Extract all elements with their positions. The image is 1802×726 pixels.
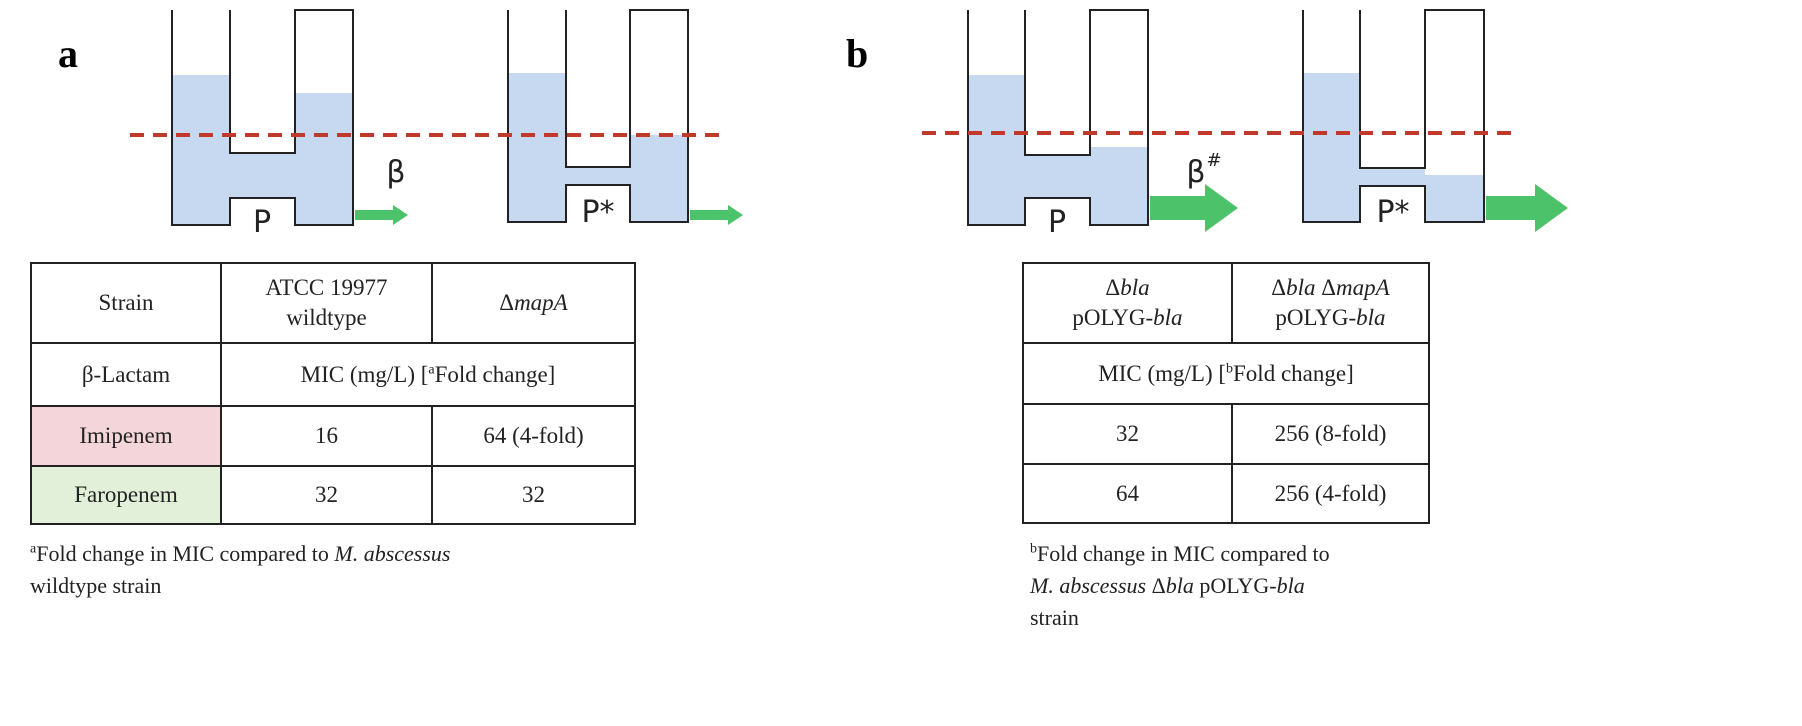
text: wildtype <box>286 305 367 330</box>
text: bla <box>1277 573 1305 598</box>
text: wildtype strain <box>30 573 161 598</box>
pore-label: P* <box>1376 195 1409 230</box>
text: bla <box>1120 275 1149 300</box>
cell: 256 (4-fold) <box>1232 464 1429 523</box>
mic-table: Strain ATCC 19977 wildtype ΔmapA β-Lactam… <box>30 262 636 525</box>
pore-label: P <box>1048 205 1066 240</box>
text: bla <box>1286 275 1315 300</box>
text: Fold change in MIC compared to <box>1037 541 1330 566</box>
cell: Imipenem <box>31 406 221 466</box>
pore-label: P <box>253 205 271 240</box>
cell: 32 <box>432 466 635 524</box>
text: mapA <box>1336 275 1390 300</box>
cell: 64 (4-fold) <box>432 406 635 466</box>
text: Fold change in MIC compared to <box>36 541 334 566</box>
cell: Δbla ΔmapA pOLYG-bla <box>1232 263 1429 343</box>
text: mapA <box>514 290 568 315</box>
text: bla <box>1356 305 1385 330</box>
text: Fold change] <box>1233 361 1354 386</box>
text: MIC (mg/L) [ <box>1098 361 1226 386</box>
panel-label: b <box>846 30 868 77</box>
flux-label: β <box>386 155 405 190</box>
text: Δ <box>499 290 514 315</box>
cell: β-Lactam <box>31 343 221 406</box>
text: pOLYG- <box>1275 305 1356 330</box>
text: b <box>1226 361 1233 376</box>
text: MIC (mg/L) [ <box>301 362 429 387</box>
cell: 256 (8-fold) <box>1232 404 1429 464</box>
text: bla <box>1153 305 1182 330</box>
text: bla <box>1166 573 1194 598</box>
page: P P* β P P* β # a b Strain ATCC 19977 wil… <box>0 0 1802 726</box>
text: Δ <box>1105 275 1120 300</box>
diagrams: P P* β P P* β # <box>0 0 1802 262</box>
cell: 64 <box>1023 464 1232 523</box>
text: Δ <box>1315 275 1336 300</box>
text: M. abscessus <box>1030 573 1146 598</box>
cell: Strain <box>31 263 221 343</box>
cell: ΔmapA <box>432 263 635 343</box>
flux-mark: # <box>1206 150 1221 171</box>
footnote: aFold change in MIC compared to M. absce… <box>30 538 451 602</box>
text: Δ <box>1146 573 1166 598</box>
cell: 32 <box>1023 404 1232 464</box>
cell: ATCC 19977 wildtype <box>221 263 432 343</box>
cell: MIC (mg/L) [aFold change] <box>221 343 635 406</box>
text: strain <box>1030 605 1079 630</box>
cell: 16 <box>221 406 432 466</box>
footnote: bFold change in MIC compared to M. absces… <box>1030 538 1330 634</box>
cell: MIC (mg/L) [bFold change] <box>1023 343 1429 404</box>
cell: Faropenem <box>31 466 221 524</box>
text: Fold change] <box>435 362 556 387</box>
panel-label: a <box>58 30 78 77</box>
cell: 32 <box>221 466 432 524</box>
text: pOLYG- <box>1194 573 1277 598</box>
text: b <box>1030 542 1037 557</box>
text: M. abscessus <box>334 541 450 566</box>
text: ATCC 19977 <box>265 275 387 300</box>
pore-label: P* <box>581 195 614 230</box>
text: Δ <box>1271 275 1286 300</box>
text: pOLYG- <box>1072 305 1153 330</box>
flux-label: β <box>1186 155 1205 190</box>
